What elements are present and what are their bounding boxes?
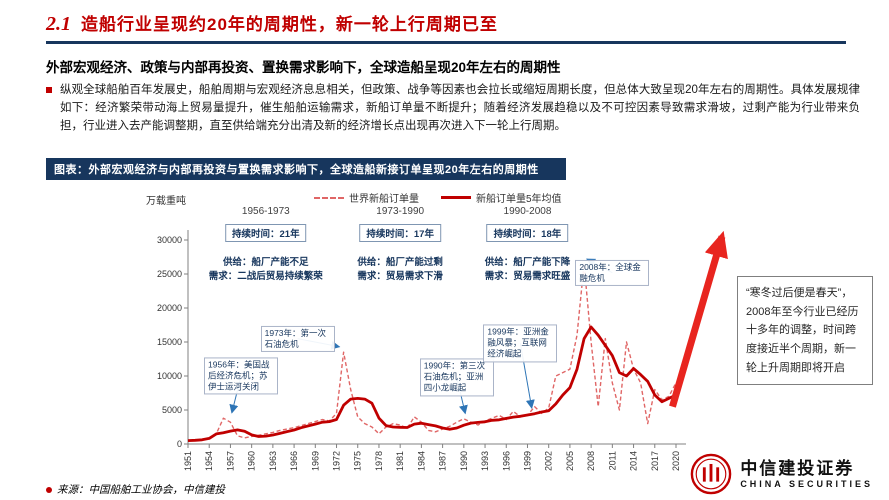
x-tick-label: 1972	[332, 451, 342, 471]
body-paragraph: 纵观全球船舶百年发展史，船舶周期与宏观经济息息相关，但政策、战争等因素也会拉长或…	[60, 84, 860, 132]
period-supply: 供给：船厂产能不足	[223, 257, 309, 268]
event-annotation: 2008年：全球金融危机	[575, 259, 650, 286]
x-tick-label: 1951	[183, 451, 193, 471]
x-tick-label: 1996	[501, 451, 511, 471]
footer-dot	[46, 486, 52, 493]
legend-item-annual: 世界新船订单量	[314, 190, 419, 205]
period-range: 1990-2008	[503, 206, 552, 217]
trend-up-arrow	[669, 230, 728, 408]
legend-label-average: 新船订单量5年均值	[476, 194, 562, 205]
period-range: 1956-1973	[241, 206, 290, 217]
x-tick-label: 1957	[225, 451, 235, 471]
y-tick-label: 30000	[157, 235, 182, 245]
x-tick-label: 2017	[650, 451, 660, 471]
body-paragraph-row: 纵观全球船舶百年发展史，船舶周期与宏观经济息息相关，但政策、战争等因素也会拉长或…	[46, 82, 860, 135]
x-tick-label: 2002	[544, 451, 554, 471]
x-tick-label: 2005	[565, 451, 575, 471]
x-tick-label: 1984	[416, 451, 426, 471]
title-underline	[46, 41, 846, 44]
period-supply: 供给：船厂产能下降	[484, 257, 571, 268]
chart-legend: 世界新船订单量 新船订单量5年均值	[314, 190, 562, 205]
event-annotation: 1990年：第三次石油危机；亚洲四小龙崛起	[419, 358, 494, 396]
footer: 来源：中国船舶工业协会，中信建投	[46, 482, 225, 497]
x-tick-label: 1987	[438, 451, 448, 471]
logo-name-cn: 中信建投证券	[740, 459, 855, 479]
period-range: 1973-1990	[376, 206, 425, 217]
source-text: 来源：中国船舶工业协会，中信建投	[57, 485, 225, 496]
period-duration: 持续时间：18年	[486, 224, 569, 242]
bullet-marker	[46, 87, 52, 93]
x-tick-label: 2011	[607, 451, 617, 470]
china-securities-logo-icon	[691, 453, 732, 495]
dashed-line-sample	[314, 196, 344, 199]
period-demand: 需求：贸易需求下滑	[357, 271, 443, 282]
x-tick-label: 1954	[204, 451, 214, 471]
x-tick-label: 1966	[289, 451, 299, 471]
solid-line-sample	[441, 196, 471, 199]
event-annotation: 1956年：美国战后经济危机；苏伊士运河关闭	[204, 357, 279, 395]
event-annotation: 1999年：亚洲金融风暴；互联网经济崛起	[483, 324, 558, 362]
event-annotation: 1973年：第一次石油危机	[260, 325, 335, 352]
x-tick-label: 1969	[310, 451, 320, 471]
period-duration: 持续时间：21年	[225, 224, 307, 242]
y-tick-label: 0	[177, 439, 182, 449]
x-tick-label: 1981	[395, 451, 405, 471]
period-demand: 需求：贸易需求旺盛	[484, 271, 571, 282]
x-tick-label: 1993	[480, 451, 490, 471]
period-demand: 需求：二战后贸易持续繁荣	[208, 271, 323, 282]
x-tick-label: 1990	[459, 451, 469, 471]
y-tick-label: 25000	[157, 269, 182, 279]
period-duration: 持续时间：17年	[359, 224, 441, 242]
y-tick-label: 15000	[157, 337, 182, 347]
x-tick-label: 1978	[374, 451, 384, 471]
legend-item-average: 新船订单量5年均值	[441, 190, 562, 205]
period-supply: 供给：船厂产能过剩	[357, 257, 443, 268]
x-tick-label: 1963	[268, 451, 278, 471]
y-tick-label: 20000	[157, 303, 182, 313]
x-tick-label: 1975	[353, 451, 363, 471]
chart-canvas: 0 5000 10000 15000 20000 25000 30000 1951 1954 19…	[146, 182, 766, 482]
x-tick-label: 1960	[247, 451, 257, 471]
annual-orders-line	[187, 263, 677, 442]
y-tick-label: 10000	[157, 371, 182, 381]
section-number: 2.1	[46, 13, 71, 35]
x-tick-label: 2020	[671, 451, 681, 471]
side-note: “寒冬过后便是春天”，2008年至今行业已经历十多年的调整，时间跨度接近半个周期…	[737, 276, 873, 386]
y-tick-label: 5000	[162, 405, 182, 415]
chart-area: 0 5000 10000 15000 20000 25000 30000 1951 1954 19…	[46, 182, 873, 482]
subtitle: 外部宏观经济、政策与内部再投资、置换需求影响下，全球造船呈现20年左右的周期性	[46, 60, 561, 75]
x-tick-label: 2008	[586, 451, 596, 471]
company-logo: 中信建投证券 CHINA SECURITIES	[690, 453, 873, 495]
page-title: 造船行业呈现约20年的周期性，新一轮上行周期已至	[81, 15, 498, 34]
orders-line-chart: 0 5000 10000 15000 20000 25000 30000 1951 1954 19…	[157, 230, 728, 471]
logo-text: 中信建投证券 CHINA SECURITIES	[740, 459, 873, 489]
avg-orders-line	[187, 325, 677, 442]
logo-name-en: CHINA SECURITIES	[740, 478, 873, 489]
slide-header: 2.1 造船行业呈现约20年的周期性，新一轮上行周期已至	[46, 10, 498, 36]
x-tick-label: 2014	[629, 451, 639, 471]
x-tick-label: 1999	[522, 451, 532, 471]
chart-title-bar: 图表：外部宏观经济与内部再投资与置换需求影响下，全球造船新接订单呈现20年左右的…	[46, 158, 566, 180]
y-axis-title: 万载重吨	[146, 196, 186, 207]
legend-label-annual: 世界新船订单量	[349, 194, 419, 205]
